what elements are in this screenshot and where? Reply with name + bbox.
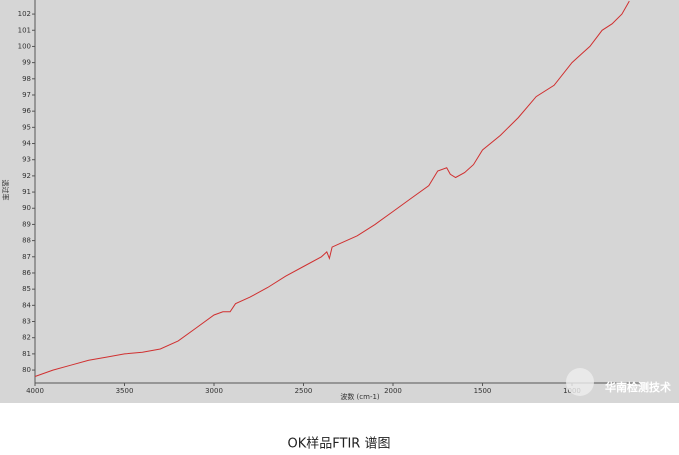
- x-axis-label: 波数 (cm-1): [340, 392, 380, 401]
- y-tick-label: 82: [22, 334, 31, 342]
- caption: OK样品FTIR 谱图: [288, 437, 391, 452]
- y-tick-label: 101: [18, 26, 31, 34]
- x-tick-label: 3500: [116, 387, 134, 395]
- x-tick-label: 2000: [384, 387, 402, 395]
- y-tick-label: 100: [18, 42, 31, 50]
- y-tick-label: 90: [22, 204, 31, 212]
- y-tick-label: 86: [22, 269, 31, 277]
- y-tick-label: 87: [22, 253, 31, 261]
- y-tick-label: 81: [22, 350, 31, 358]
- y-tick-label: 83: [22, 318, 31, 326]
- y-tick-label: 94: [22, 140, 31, 148]
- x-tick-label: 4000: [26, 387, 44, 395]
- y-tick-label: 98: [22, 75, 31, 83]
- x-tick-label: 3000: [205, 387, 223, 395]
- y-tick-label: 99: [22, 59, 31, 67]
- watermark: 华南检测技术: [605, 380, 671, 394]
- x-tick-label: 2500: [295, 387, 313, 395]
- y-axis-label: 透过率: [1, 180, 10, 201]
- plot-background: [0, 0, 679, 403]
- y-tick-label: 89: [22, 220, 31, 228]
- y-tick-label: 84: [22, 301, 31, 309]
- y-tick-label: 93: [22, 156, 31, 164]
- y-tick-label: 97: [22, 91, 31, 99]
- y-tick-label: 85: [22, 285, 31, 293]
- watermark-icon: [566, 368, 594, 396]
- y-tick-label: 96: [22, 107, 31, 115]
- x-tick-label: 1500: [474, 387, 492, 395]
- spectrum-line: [34, 0, 630, 377]
- y-tick-label: 92: [22, 172, 31, 180]
- y-tick-label: 102: [18, 10, 31, 18]
- y-tick-label: 95: [22, 123, 31, 131]
- y-tick-label: 91: [22, 188, 31, 196]
- y-tick-label: 88: [22, 237, 31, 245]
- y-tick-label: 80: [22, 366, 31, 374]
